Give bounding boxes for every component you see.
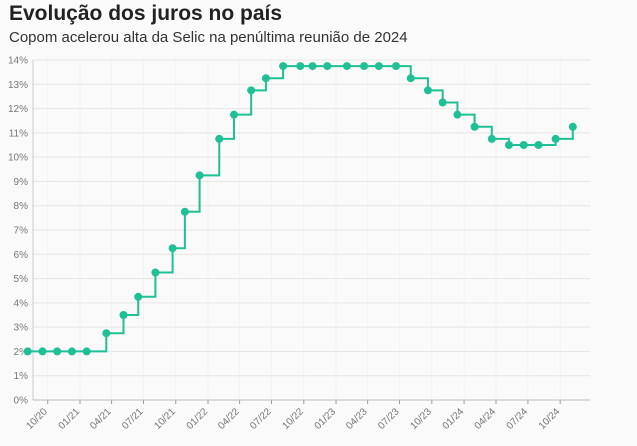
y-tick-label: 14% [8,56,28,67]
data-point[interactable] [360,62,369,71]
data-point[interactable] [168,244,177,253]
data-point[interactable] [23,347,32,356]
data-point[interactable] [195,171,204,180]
data-point[interactable] [38,347,47,356]
x-tick-label: 01/22 [185,406,211,432]
y-tick-label: 6% [14,250,29,261]
x-tick-label: 10/21 [152,406,178,432]
x-tick-label: 07/21 [120,406,146,432]
data-point[interactable] [279,62,288,71]
series-line [27,65,574,353]
y-tick-label: 4% [14,298,29,309]
y-axis-tick-labels: 0% 1% 2% 3% 4% 5% 6% 7% 8% 9% 10% 11% 12% 13% 14% [8,56,28,407]
chart-subtitle: Copom acelerou alta da Selic na penúltim… [9,29,408,46]
x-tick-label: 07/23 [376,406,402,432]
y-tick-label: 9% [14,177,29,188]
data-point[interactable] [453,110,462,119]
data-point[interactable] [53,347,62,356]
data-point[interactable] [151,268,160,277]
x-tick-label: 07/24 [505,406,531,432]
data-point[interactable] [247,86,256,95]
x-tick-label: 04/21 [88,406,114,432]
y-tick-label: 1% [14,371,29,382]
y-tick-label: 5% [14,274,29,285]
x-tick-label: 04/22 [216,406,242,432]
data-point[interactable] [134,292,143,301]
data-point[interactable] [180,207,189,216]
data-point[interactable] [323,62,332,71]
data-point[interactable] [470,122,479,131]
grid-lines [33,59,590,401]
series-points [23,62,577,356]
data-point[interactable] [261,74,270,83]
chart-title: Evolução dos juros no país [9,2,283,25]
data-point[interactable] [308,62,317,71]
data-point[interactable] [487,134,496,143]
x-tick-label: 10/23 [408,406,434,432]
data-point[interactable] [551,134,560,143]
data-point[interactable] [229,110,238,119]
data-point[interactable] [504,141,513,149]
axes [32,60,590,404]
data-point[interactable] [102,329,111,338]
x-tick-label: 01/23 [313,406,339,432]
data-point[interactable] [342,62,351,71]
y-tick-label: 0% [14,396,29,407]
y-tick-label: 10% [8,153,28,164]
y-tick-label: 2% [14,347,29,358]
x-tick-label: 04/24 [473,406,499,432]
data-point[interactable] [296,62,305,71]
data-point[interactable] [374,62,383,71]
data-point[interactable] [534,141,543,149]
x-tick-label: 01/21 [57,406,83,432]
data-point[interactable] [215,134,224,143]
data-point[interactable] [406,74,415,83]
y-tick-label: 3% [14,323,29,334]
data-point[interactable] [519,141,528,149]
series-line-layer [27,65,574,353]
y-tick-label: 8% [14,201,29,212]
x-tick-label: 10/20 [24,406,50,432]
data-point[interactable] [67,347,76,356]
x-tick-label: 01/24 [441,406,467,432]
y-tick-label: 13% [8,80,28,91]
data-point[interactable] [392,62,401,71]
data-point[interactable] [119,311,128,319]
x-axis-tick-labels: 10/20 01/21 04/21 07/21 10/21 01/22 04/22 07/22… [24,406,562,432]
x-tick-label: 10/22 [280,406,306,432]
data-point[interactable] [423,86,432,95]
data-point[interactable] [568,122,577,131]
y-tick-label: 7% [14,226,29,237]
data-point[interactable] [438,98,447,107]
x-tick-label: 07/22 [248,406,274,432]
x-tick-label: 04/23 [344,406,370,432]
y-tick-label: 11% [9,128,28,139]
y-tick-label: 12% [8,104,28,115]
data-point[interactable] [82,347,91,356]
x-tick-label: 10/24 [537,406,563,432]
